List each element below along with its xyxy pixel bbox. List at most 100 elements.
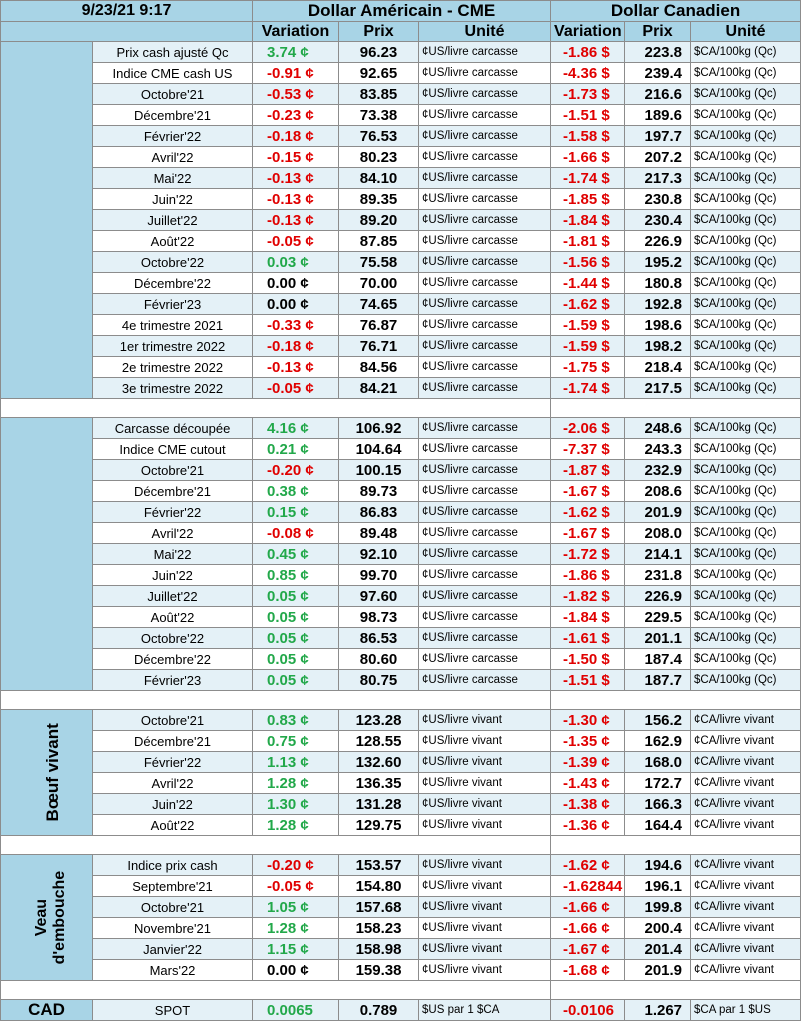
cad-variation: -1.84 $ <box>550 209 626 231</box>
table-row: Octobre'21 -0.53 ¢ 83.85 ¢US/livre carcasse… <box>1 83 802 105</box>
table-row: 2e trimestre 2022 -0.13 ¢ 84.56 ¢US/livre c… <box>1 356 802 378</box>
row-label: 4e trimestre 2021 <box>91 314 254 336</box>
usd-unit: ¢US/livre carcasse <box>418 125 552 147</box>
usd-unit: ¢US/livre carcasse <box>418 62 552 84</box>
usd-price: 76.53 <box>338 125 420 147</box>
usd-unit: ¢US/livre carcasse <box>418 83 552 105</box>
row-label: Mai'22 <box>91 167 254 189</box>
row-label: 1er trimestre 2022 <box>91 335 254 357</box>
cad-variation: -1.75 $ <box>550 356 626 378</box>
spacer-right <box>550 835 802 855</box>
spacer-left <box>0 835 552 855</box>
cad-variation: -1.62 $ <box>550 501 626 523</box>
table-row: Juin'22 1.30 ¢ 131.28 ¢US/livre vivant -1.38… <box>1 793 802 815</box>
cad-price: 180.8 <box>624 272 692 294</box>
row-label: Février'23 <box>91 293 254 315</box>
usd-prix-header: Prix <box>338 21 420 42</box>
header-blank <box>0 21 254 42</box>
cad-unit: $CA/100kg (Qc) <box>690 230 802 252</box>
usd-unit: ¢US/livre carcasse <box>418 627 552 649</box>
cad-unit: ¢CA/livre vivant <box>690 730 802 752</box>
usd-price: 86.83 <box>338 501 420 523</box>
row-label: Indice prix cash <box>91 854 254 876</box>
usd-unit: ¢US/livre carcasse <box>418 459 552 481</box>
usd-title: Dollar Américain - CME <box>252 0 552 22</box>
usd-unit: ¢US/livre vivant <box>418 793 552 815</box>
section-title-cell: Veau d'embouche <box>0 854 93 981</box>
cad-price: 230.4 <box>624 209 692 231</box>
usd-variation: -0.05 ¢ <box>252 875 340 897</box>
usd-variation: 0.85 ¢ <box>252 564 340 586</box>
usd-variation: 0.21 ¢ <box>252 438 340 460</box>
cad-price: 230.8 <box>624 188 692 210</box>
usd-unit: ¢US/livre vivant <box>418 730 552 752</box>
usd-price: 70.00 <box>338 272 420 294</box>
cad-unit: $CA/100kg (Qc) <box>690 459 802 481</box>
usd-unit: ¢US/livre carcasse <box>418 417 552 439</box>
table-row: Décembre'22 0.05 ¢ 80.60 ¢US/livre carcasse… <box>1 648 802 670</box>
cad-variation: -2.06 $ <box>550 417 626 439</box>
section-spacer <box>0 835 802 855</box>
usd-unit: ¢US/livre carcasse <box>418 501 552 523</box>
cad-unit: $CA/100kg (Qc) <box>690 648 802 670</box>
usd-variation: -0.91 ¢ <box>252 62 340 84</box>
cad-price: 196.1 <box>624 875 692 897</box>
usd-unit: ¢US/livre vivant <box>418 751 552 773</box>
usd-unit: ¢US/livre vivant <box>418 917 552 939</box>
cad-unit: $CA/100kg (Qc) <box>690 62 802 84</box>
usd-price: 158.23 <box>338 917 420 939</box>
cad-unit: $CA/100kg (Qc) <box>690 417 802 439</box>
usd-variation: 0.00 ¢ <box>252 272 340 294</box>
row-label: Août'22 <box>91 814 254 836</box>
cad-price: 194.6 <box>624 854 692 876</box>
table-row: Février'22 -0.18 ¢ 76.53 ¢US/livre carcasse… <box>1 125 802 147</box>
table-row: Février'23 0.05 ¢ 80.75 ¢US/livre carcasse -… <box>1 669 802 691</box>
cad-unit: $CA/100kg (Qc) <box>690 356 802 378</box>
usd-unit: ¢US/livre carcasse <box>418 356 552 378</box>
table-row: Décembre'21 0.75 ¢ 128.55 ¢US/livre vivant -… <box>1 730 802 752</box>
table-row: Indice CME cash US -0.91 ¢ 92.65 ¢US/livre … <box>1 62 802 84</box>
row-label: Janvier'22 <box>91 938 254 960</box>
row-label: Juin'22 <box>91 188 254 210</box>
cad-variation: -1.36 ¢ <box>550 814 626 836</box>
section-spacer <box>0 398 802 418</box>
cad-variation: -1.73 $ <box>550 83 626 105</box>
usd-variation: 0.05 ¢ <box>252 648 340 670</box>
usd-unit: ¢US/livre carcasse <box>418 272 552 294</box>
cad-variation: -1.72 $ <box>550 543 626 565</box>
cad-variation: -1.51 $ <box>550 669 626 691</box>
usd-price: 159.38 <box>338 959 420 981</box>
cad-price: 243.3 <box>624 438 692 460</box>
usd-unit: ¢US/livre vivant <box>418 896 552 918</box>
table-row: Février'22 1.13 ¢ 132.60 ¢US/livre vivant -1… <box>1 751 802 773</box>
usd-variation: 1.05 ¢ <box>252 896 340 918</box>
row-label: Août'22 <box>91 230 254 252</box>
usd-unit: ¢US/livre carcasse <box>418 480 552 502</box>
usd-variation: -0.23 ¢ <box>252 104 340 126</box>
usd-variation: 0.00 ¢ <box>252 293 340 315</box>
cad-variation: -4.36 $ <box>550 62 626 84</box>
usd-variation: 1.15 ¢ <box>252 938 340 960</box>
cad-variation: -1.51 $ <box>550 104 626 126</box>
row-label: Juin'22 <box>91 564 254 586</box>
cad-unit: $CA/100kg (Qc) <box>690 669 802 691</box>
usd-unit: ¢US/livre carcasse <box>418 564 552 586</box>
cad-variation: -1.66 $ <box>550 146 626 168</box>
table-row: Juillet'22 0.05 ¢ 97.60 ¢US/livre carcasse -… <box>1 585 802 607</box>
usd-price: 89.73 <box>338 480 420 502</box>
cad-unit: $CA/100kg (Qc) <box>690 606 802 628</box>
usd-variation: -0.13 ¢ <box>252 167 340 189</box>
spacer-right <box>550 690 802 710</box>
cad-unit: $CA/100kg (Qc) <box>690 627 802 649</box>
usd-unit: ¢US/livre carcasse <box>418 314 552 336</box>
row-label: Indice CME cutout <box>91 438 254 460</box>
row-label: Avril'22 <box>91 772 254 794</box>
row-label: Octobre'21 <box>91 896 254 918</box>
cad-unit: $CA/100kg (Qc) <box>690 251 802 273</box>
cad-variation: -1.39 ¢ <box>550 751 626 773</box>
usd-variation: -0.05 ¢ <box>252 230 340 252</box>
spacer-left <box>0 980 552 1000</box>
table-row: Mars'22 0.00 ¢ 159.38 ¢US/livre vivant -1.68… <box>1 959 802 981</box>
usd-unit: ¢US/livre carcasse <box>418 377 552 399</box>
cad-price: 207.2 <box>624 146 692 168</box>
